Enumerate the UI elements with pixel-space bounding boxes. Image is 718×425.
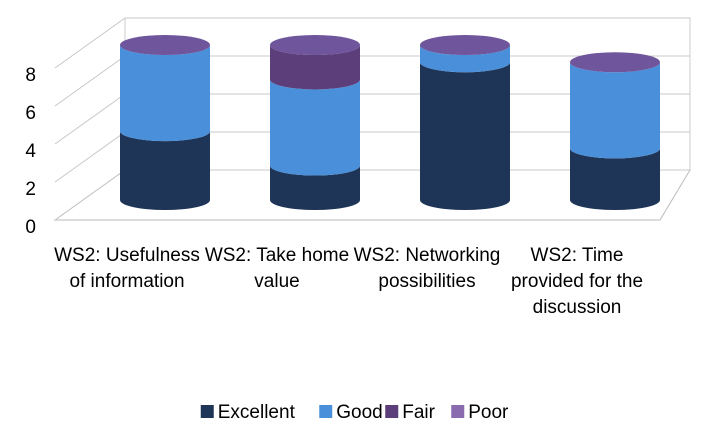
y-tick-label: 2 bbox=[25, 179, 36, 200]
bar bbox=[570, 62, 660, 159]
y-tick-label: 4 bbox=[25, 141, 36, 162]
bar bbox=[270, 45, 360, 90]
bar-top bbox=[420, 35, 510, 55]
bar bbox=[420, 62, 510, 210]
y-tick-label: 8 bbox=[25, 65, 36, 86]
x-tick-label: WS2: Networking possibilities bbox=[353, 245, 501, 292]
y-tick-label: 0 bbox=[25, 217, 36, 238]
bar bbox=[120, 131, 210, 210]
bar bbox=[270, 79, 360, 176]
legend-swatch bbox=[451, 405, 465, 418]
legend-swatch bbox=[385, 405, 399, 418]
x-tick-label: WS2: Usefulness of information bbox=[54, 245, 200, 292]
bar-top bbox=[270, 35, 360, 55]
legend-label: Excellent bbox=[218, 402, 296, 423]
bar bbox=[570, 148, 660, 210]
legend-label: Good bbox=[336, 402, 382, 423]
legend-swatch bbox=[200, 405, 214, 418]
x-tick-label: WS2: Time provided for the discussion bbox=[510, 245, 644, 318]
legend-swatch bbox=[319, 405, 333, 418]
bar-top bbox=[570, 52, 660, 73]
grid-line bbox=[54, 17, 690, 69]
bar-top bbox=[120, 35, 210, 55]
bar bbox=[270, 165, 360, 210]
x-tick-label: WS2: Take home value bbox=[204, 245, 350, 292]
legend-label: Fair bbox=[402, 402, 435, 423]
y-tick-label: 6 bbox=[25, 103, 36, 124]
bar bbox=[120, 45, 210, 142]
bar bbox=[420, 45, 510, 73]
legend-label: Poor bbox=[468, 402, 509, 423]
